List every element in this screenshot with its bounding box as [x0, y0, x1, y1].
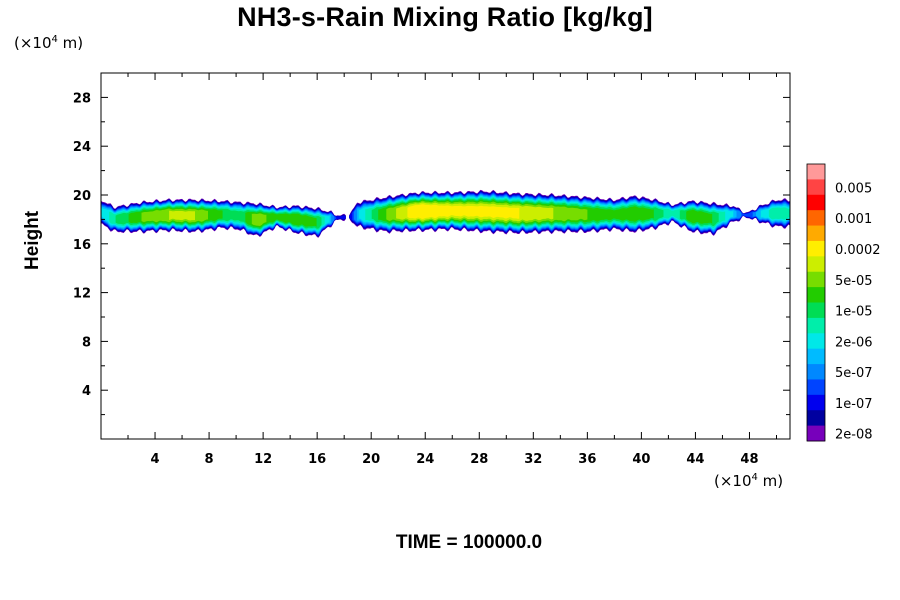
colorbar-swatch: [807, 179, 825, 196]
colorbar-swatch: [807, 425, 825, 442]
colorbar-label: 1e-07: [835, 397, 873, 412]
colorbar-swatch: [807, 164, 825, 180]
colorbar-swatch: [807, 271, 825, 288]
x-axis-unit: (×104 m): [714, 472, 784, 490]
mixing-ratio-field: [101, 189, 790, 238]
colorbar-swatch: [807, 225, 825, 242]
colorbar-swatch: [807, 287, 825, 303]
colorbar-label: 0.001: [835, 212, 872, 227]
colorbar-swatch: [807, 333, 825, 350]
y-tick-label: 12: [73, 287, 91, 302]
contour-band-level-9: [686, 209, 713, 224]
colorbar-label: 0.005: [835, 181, 872, 196]
x-tick-label: 36: [578, 452, 596, 467]
contour-band-level-7: [768, 207, 790, 220]
x-tick-label: 24: [416, 452, 434, 467]
y-axis-unit: (×104 m): [14, 34, 84, 52]
colorbar-label: 5e-07: [835, 366, 873, 381]
colorbar-swatch: [807, 317, 825, 334]
y-tick-label: 20: [73, 189, 91, 204]
colorbar-swatch: [807, 256, 825, 273]
colorbar-frame: [806, 163, 826, 442]
x-tick-label: 4: [151, 452, 160, 467]
colorbar-swatch: [807, 364, 825, 380]
colorbar-swatch: [807, 379, 825, 396]
time-footer: TIME = 100000.0: [395, 532, 543, 553]
x-tick-label: 32: [524, 452, 542, 467]
x-tick-label: 12: [254, 452, 272, 467]
y-tick-label: 8: [82, 335, 91, 350]
x-tick-label: 40: [632, 452, 650, 467]
x-tick-label: 20: [362, 452, 380, 467]
x-tick-label: 16: [308, 452, 326, 467]
colorbar-label: 0.0002: [835, 243, 881, 258]
colorbar: 0.005 0.001 0.0002 5e-05 1e-05 2e-06 5e-07 1e-0…: [806, 163, 881, 443]
plot-frame: [100, 72, 791, 440]
y-tick-label: 24: [73, 140, 91, 155]
colorbar-swatch: [807, 194, 825, 211]
x-tick-label: 44: [686, 452, 704, 467]
chart-title: NH3-s-Rain Mixing Ratio [kg/kg]: [237, 2, 653, 32]
colorbar-label: 5e-05: [835, 274, 873, 289]
colorbar-swatch: [807, 240, 825, 257]
colorbar-label: 2e-06: [835, 335, 873, 350]
y-tick-label: 16: [73, 238, 91, 253]
colorbar-swatch: [807, 348, 825, 365]
y-tick-label: 28: [73, 91, 91, 106]
x-tick-label: 8: [205, 452, 214, 467]
y-tick-label: 4: [82, 384, 91, 399]
colorbar-label: 1e-05: [835, 305, 873, 320]
colorbar-swatch: [807, 302, 825, 319]
contour-band-level-11: [169, 210, 195, 221]
contour-band-level-10: [251, 213, 267, 226]
x-tick-label: 48: [740, 452, 758, 467]
colorbar-swatch: [807, 410, 825, 427]
colorbar-swatch: [807, 394, 825, 411]
colorbar-swatch: [807, 210, 825, 226]
contour-band-level-12: [407, 204, 520, 219]
x-tick-label: 28: [470, 452, 488, 467]
colorbar-label: 2e-08: [835, 428, 873, 443]
